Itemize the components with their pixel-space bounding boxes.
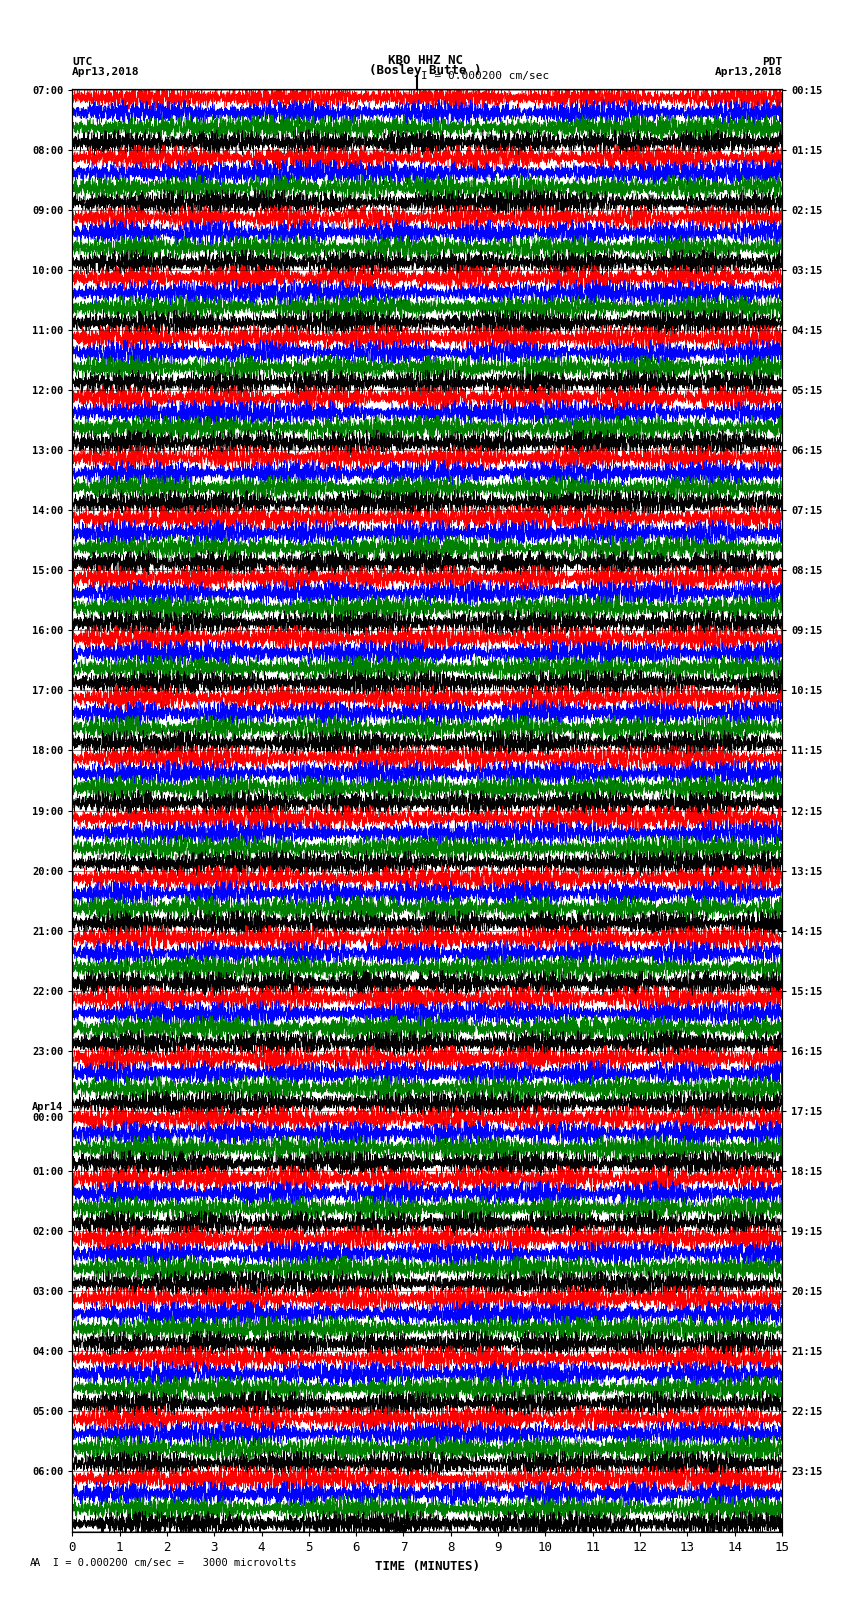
Text: KBO HHZ NC: KBO HHZ NC bbox=[388, 53, 462, 66]
Text: A: A bbox=[30, 1558, 36, 1568]
Text: UTC: UTC bbox=[72, 56, 93, 66]
Text: (Bosley Butte ): (Bosley Butte ) bbox=[369, 63, 481, 77]
Text: I = 0.000200 cm/sec: I = 0.000200 cm/sec bbox=[421, 71, 549, 81]
Text: Apr13,2018: Apr13,2018 bbox=[72, 66, 139, 77]
Text: A  I = 0.000200 cm/sec =   3000 microvolts: A I = 0.000200 cm/sec = 3000 microvolts bbox=[34, 1558, 297, 1568]
Text: Apr13,2018: Apr13,2018 bbox=[715, 66, 782, 77]
Text: PDT: PDT bbox=[762, 56, 782, 66]
X-axis label: TIME (MINUTES): TIME (MINUTES) bbox=[375, 1560, 479, 1573]
